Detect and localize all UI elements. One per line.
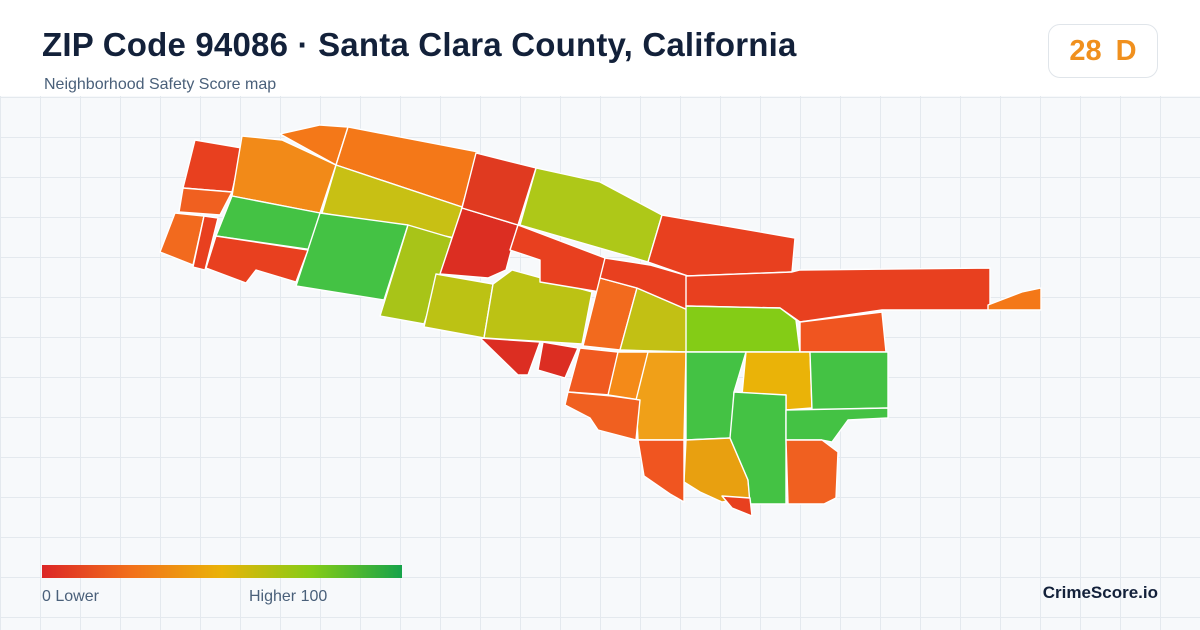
safety-score-value: 28 bbox=[1069, 34, 1102, 67]
map-region[interactable] bbox=[721, 495, 753, 517]
map-region[interactable] bbox=[785, 439, 839, 505]
map-region[interactable] bbox=[192, 215, 219, 271]
map-region[interactable] bbox=[423, 273, 494, 339]
map-region[interactable] bbox=[987, 287, 1042, 311]
map-region[interactable] bbox=[178, 187, 233, 216]
map-region[interactable] bbox=[785, 407, 889, 443]
page-subtitle: Neighborhood Safety Score map bbox=[44, 76, 277, 93]
legend-min-label: 0 Lower bbox=[42, 588, 99, 605]
map-region[interactable] bbox=[685, 305, 801, 353]
map-region[interactable] bbox=[809, 351, 889, 411]
score-badge: 28 D bbox=[1048, 24, 1158, 78]
legend-color-scale bbox=[42, 565, 402, 578]
map-region[interactable] bbox=[564, 391, 641, 441]
map-region[interactable] bbox=[182, 139, 243, 193]
map-region[interactable] bbox=[647, 214, 796, 277]
legend-max-label: Higher 100 bbox=[249, 588, 328, 605]
header-band bbox=[0, 0, 1200, 96]
map-region[interactable] bbox=[231, 135, 337, 214]
map-region[interactable] bbox=[637, 439, 685, 503]
map-region[interactable] bbox=[205, 235, 309, 284]
brand-logo-text[interactable]: CrimeScore.io bbox=[1042, 583, 1158, 602]
map-region[interactable] bbox=[537, 341, 579, 379]
page-title: ZIP Code 94086 · Santa Clara County, Cal… bbox=[42, 26, 797, 63]
map-region[interactable] bbox=[479, 337, 541, 376]
safety-grade: D bbox=[1115, 34, 1137, 67]
